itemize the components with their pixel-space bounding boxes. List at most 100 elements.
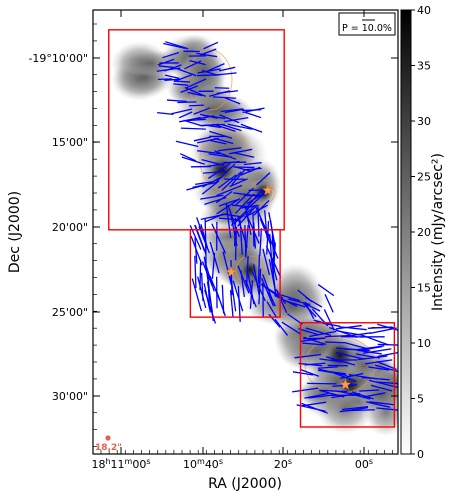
- polarization-vector: [356, 353, 380, 359]
- star-marker: [225, 265, 238, 278]
- polarization-vector: [344, 332, 372, 338]
- polarization-vector: [244, 190, 262, 210]
- polarization-vector: [177, 101, 197, 104]
- polarization-vector: [302, 342, 324, 346]
- polarization-vector: [229, 178, 248, 188]
- vector-scale-legend: P = 10.0%: [338, 12, 396, 36]
- polarization-vector: [212, 96, 236, 99]
- polarization-vector: [345, 342, 369, 350]
- polarization-vector: [294, 353, 322, 359]
- x-tick-label: 10m40s: [183, 457, 223, 471]
- polarization-vector: [164, 74, 180, 80]
- polarization-vector: [318, 368, 347, 377]
- polarization-vector: [292, 371, 314, 376]
- polarization-vector: [171, 108, 193, 115]
- polarization-vector: [183, 119, 201, 126]
- polarization-vector: [214, 163, 236, 184]
- polarization-vector: [221, 171, 242, 191]
- legend-text: P = 10.0%: [342, 23, 392, 34]
- region-box: [299, 322, 396, 428]
- polarization-vector: [328, 326, 358, 338]
- polarization-vector: [209, 90, 231, 97]
- polarization-vector: [319, 389, 348, 393]
- polarization-vector: [368, 379, 398, 389]
- polarization-vector: [271, 261, 277, 296]
- polarization-vector: [214, 72, 237, 76]
- polarization-vector: [206, 63, 225, 72]
- region-box: [189, 229, 281, 318]
- polarization-vector: [157, 78, 173, 81]
- polarization-vector: [219, 114, 240, 124]
- colorbar-tick-label: 35: [417, 60, 431, 73]
- polarization-vectors: [156, 41, 398, 414]
- polarization-vector: [376, 360, 397, 371]
- polarization-vector: [191, 278, 203, 312]
- colorbar-tick-label: 30: [417, 115, 431, 128]
- polarization-vector: [218, 198, 238, 207]
- polarization-vector: [184, 60, 202, 70]
- polarization-vector: [217, 174, 237, 189]
- polarization-vector: [244, 279, 257, 308]
- star-markers: [225, 184, 352, 390]
- polarization-vector: [179, 153, 197, 162]
- polarization-vector: [166, 99, 187, 102]
- polarization-vector: [331, 392, 361, 399]
- polarization-vector: [244, 204, 268, 218]
- polarization-vector: [256, 172, 271, 186]
- star-marker: [339, 378, 352, 390]
- polarization-vector: [339, 372, 364, 380]
- polarization-vector: [253, 222, 257, 249]
- polarization-vector: [209, 241, 220, 274]
- polarization-vector: [225, 204, 232, 239]
- colorbar-tick-label: 0: [417, 448, 424, 461]
- polarization-vector: [222, 160, 240, 165]
- polarization-vector: [240, 166, 261, 176]
- polarization-vector: [233, 217, 237, 247]
- polarization-vector: [369, 401, 395, 406]
- contour: [250, 179, 276, 205]
- colorbar-tick-label: 5: [417, 393, 424, 406]
- polarization-vector: [368, 366, 390, 371]
- polarization-vector: [208, 287, 214, 322]
- polarization-vector: [180, 85, 199, 93]
- polarization-vector: [299, 368, 320, 377]
- polarization-vector: [257, 254, 261, 284]
- polarization-vector: [203, 41, 219, 50]
- polarization-vector: [187, 91, 203, 97]
- colorbar-tick-label: 25: [417, 171, 431, 184]
- polarization-vector: [229, 290, 234, 317]
- polarization-vector: [224, 116, 249, 123]
- polarization-vector: [266, 301, 277, 318]
- star-marker: [261, 184, 274, 196]
- polarization-vector: [231, 169, 246, 186]
- polarization-vector: [203, 170, 227, 174]
- polarization-vector: [211, 223, 227, 254]
- polarization-vector: [197, 276, 207, 309]
- polarization-vector: [208, 162, 231, 179]
- polarization-vector: [212, 123, 236, 132]
- polarization-vector: [362, 348, 392, 354]
- polarization-vector: [233, 192, 260, 197]
- polarization-vector: [319, 358, 343, 363]
- colorbar-tick-label: 20: [417, 226, 431, 239]
- polarization-vector: [279, 293, 301, 302]
- polarization-vector: [235, 193, 255, 214]
- colorbar-title: Intensity (mJy/arcsec²): [430, 153, 446, 311]
- polarization-vector: [274, 318, 289, 336]
- polarization-vector: [367, 326, 393, 329]
- polarization-vector: [303, 336, 327, 346]
- polarization-vector: [351, 391, 374, 400]
- polarization-vector: [269, 220, 276, 248]
- polarization-vector: [195, 180, 215, 185]
- polarization-vector: [175, 140, 199, 148]
- polarization-vector: [200, 194, 224, 200]
- contour: [199, 129, 251, 191]
- contour: [187, 49, 233, 111]
- polarization-vector: [376, 381, 398, 385]
- polarization-vector: [357, 346, 382, 352]
- polarization-vector: [157, 58, 175, 66]
- polarization-vector: [222, 124, 242, 132]
- polarization-vector: [237, 286, 241, 322]
- polarization-vector: [181, 156, 206, 165]
- x-tick-label: 00s: [355, 457, 373, 471]
